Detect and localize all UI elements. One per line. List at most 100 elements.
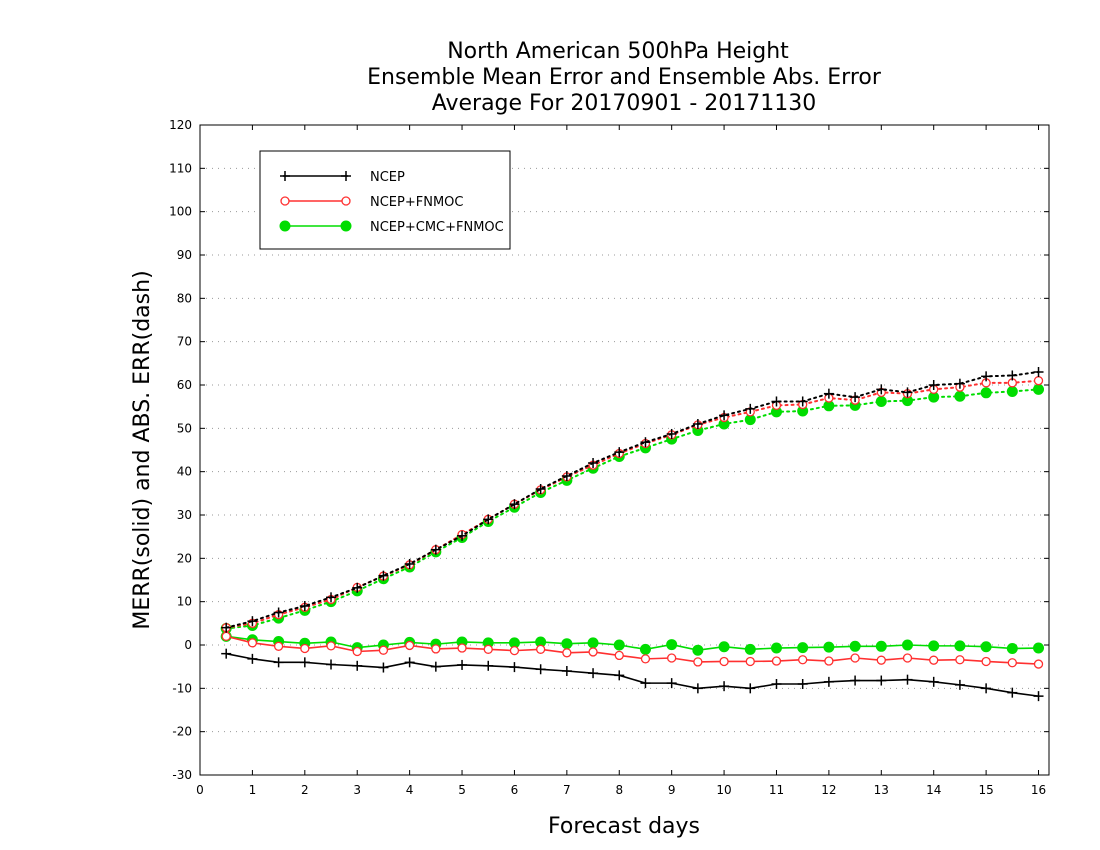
merr-point	[718, 641, 730, 653]
merr-point	[928, 676, 939, 687]
series-ncep	[221, 367, 1044, 702]
abs-err-point	[875, 395, 887, 407]
y-tick-label: 80	[177, 291, 192, 305]
merr-point	[221, 648, 232, 659]
legend: NCEP NCEP+FNMOC NCEP+CMC+FNMOC	[259, 150, 511, 250]
merr-point	[431, 644, 441, 654]
merr-point	[823, 676, 834, 687]
abs-err-point	[588, 458, 599, 468]
merr-point	[719, 656, 729, 667]
merr-point	[823, 641, 835, 653]
abs-err-point	[771, 396, 782, 407]
abs-err-point	[352, 582, 363, 593]
merr-point	[929, 655, 939, 665]
abs-err-point	[221, 622, 232, 633]
abs-err-point	[954, 378, 965, 389]
merr-point	[666, 639, 678, 651]
abs-err-point	[666, 428, 677, 439]
merr-point	[955, 655, 965, 665]
merr-point	[535, 644, 546, 654]
merr-point	[352, 646, 362, 657]
merr-point	[247, 638, 258, 648]
abs-err-point	[430, 544, 441, 555]
merr-point	[588, 668, 599, 679]
x-tick-label: 15	[978, 783, 993, 797]
legend-box	[259, 150, 511, 250]
abs-err-point	[980, 387, 992, 399]
merr-point	[562, 648, 572, 658]
y-tick-label: 40	[177, 465, 192, 479]
abs-err-point	[457, 530, 468, 541]
merr-point	[744, 643, 756, 655]
chart-title-line-2: Ensemble Mean Error and Ensemble Abs. Er…	[367, 65, 882, 90]
merr-point	[326, 659, 337, 670]
abs-err-point	[850, 392, 861, 403]
legend-marker	[279, 220, 291, 232]
merr-point	[639, 643, 651, 655]
merr-point	[667, 653, 677, 663]
merr-point	[299, 657, 310, 668]
x-tick-label: 1	[249, 783, 257, 797]
merr-point	[221, 631, 231, 641]
y-tick-label: 120	[169, 118, 192, 132]
merr-point	[457, 643, 467, 653]
merr-point	[404, 657, 415, 668]
merr-line	[226, 652, 1039, 697]
legend-label: NCEP+FNMOC	[370, 195, 463, 210]
merr-point	[1007, 687, 1018, 698]
abs-err-point	[299, 601, 310, 611]
y-tick-label: 70	[177, 335, 192, 349]
legend-label: NCEP	[370, 170, 405, 185]
x-tick-label: 9	[668, 783, 676, 797]
y-axis-label: MERR(solid) and ABS. ERR(dash)	[130, 270, 155, 629]
merr-point	[588, 647, 598, 657]
merr-point	[483, 660, 494, 671]
abs-err-point	[614, 447, 625, 458]
abs-err-point	[378, 570, 389, 581]
merr-point	[719, 681, 730, 692]
abs-err-point	[719, 410, 730, 421]
x-tick-label: 7	[563, 783, 571, 797]
merr-point	[902, 639, 913, 651]
abs-err-point	[745, 403, 756, 414]
merr-point	[509, 662, 520, 673]
abs-err-point	[483, 514, 494, 525]
abs-err-point	[247, 616, 258, 627]
merr-point	[902, 674, 913, 685]
merr-point	[561, 666, 572, 676]
merr-point	[875, 640, 887, 652]
y-tick-label: 0	[184, 638, 192, 652]
merr-point	[771, 656, 782, 666]
chart-title-line-3: Average For 20170901 - 20171130	[432, 91, 817, 116]
abs-err-point	[640, 437, 651, 448]
abs-err-point	[535, 484, 546, 494]
x-tick-label: 6	[511, 783, 519, 797]
abs-err-point	[404, 558, 415, 569]
x-tick-label: 0	[196, 783, 204, 797]
merr-point	[273, 657, 284, 668]
merr-point	[876, 655, 886, 665]
y-tick-label: 90	[177, 248, 192, 262]
merr-point	[1007, 658, 1017, 668]
merr-point	[1006, 642, 1018, 654]
abs-err-point	[797, 396, 808, 407]
abs-err-point	[928, 380, 939, 390]
merr-point	[980, 641, 992, 653]
merr-point	[614, 650, 624, 661]
legend-marker	[340, 220, 352, 232]
abs-err-point	[1007, 370, 1018, 381]
merr-point	[483, 644, 493, 654]
merr-point	[352, 660, 363, 671]
merr-point	[849, 640, 861, 652]
series-layer	[220, 367, 1045, 702]
merr-point	[771, 679, 782, 689]
x-axis-label: Forecast days	[548, 814, 700, 839]
legend-marker	[280, 171, 290, 181]
legend-label: NCEP+CMC+FNMOC	[370, 220, 504, 235]
legend-marker	[341, 171, 351, 181]
merr-point	[981, 683, 992, 694]
merr-point	[326, 641, 336, 651]
abs-err-point	[981, 371, 992, 382]
y-tick-label: 20	[177, 551, 192, 565]
